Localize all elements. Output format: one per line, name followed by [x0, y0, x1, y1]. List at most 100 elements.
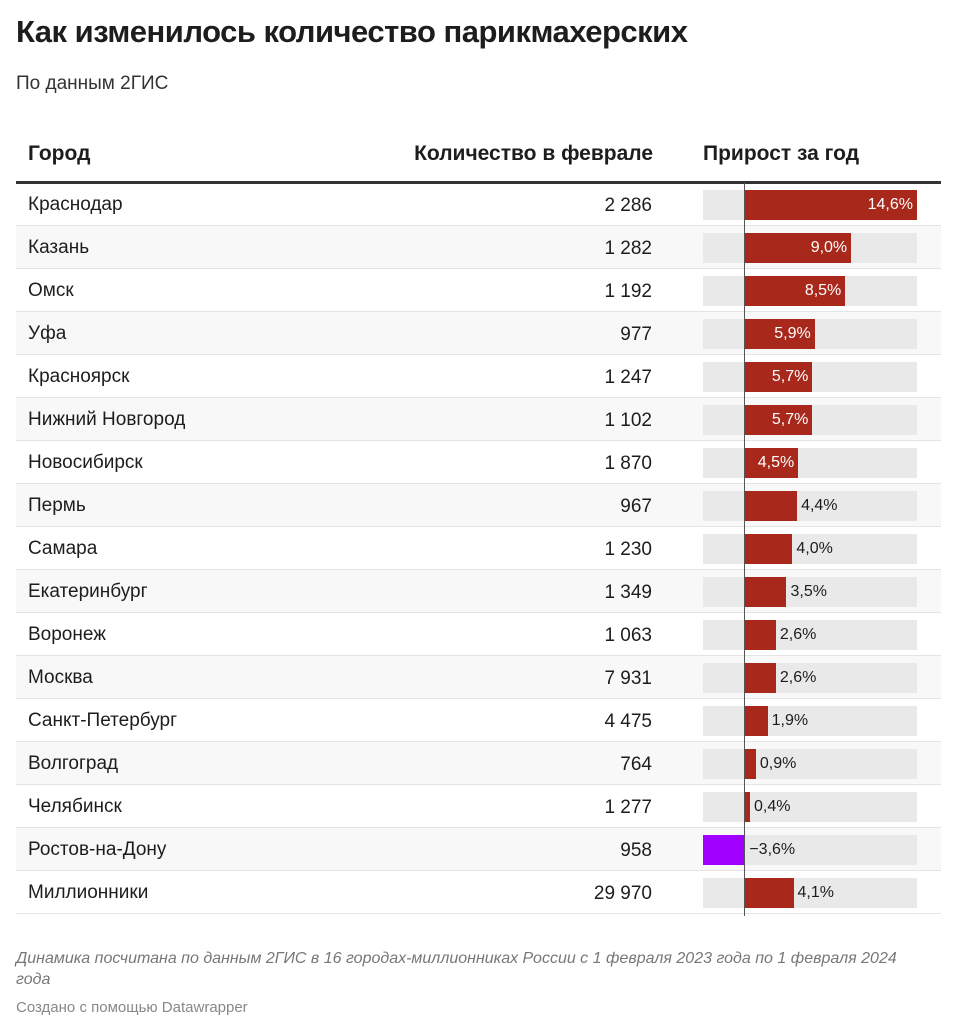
header-count: Количество в феврале — [414, 142, 653, 165]
table-row: Воронеж 1 063 2,6% — [16, 613, 941, 656]
table-row: Уфа 977 5,9% — [16, 312, 941, 355]
growth-label: 14,6% — [867, 196, 913, 213]
table-row: Казань 1 282 9,0% — [16, 226, 941, 269]
growth-bar — [745, 276, 846, 306]
count-value: 1 277 — [604, 797, 652, 818]
growth-label: 4,5% — [757, 454, 795, 471]
count-value: 967 — [620, 496, 652, 517]
growth-label: 5,7% — [771, 368, 809, 385]
count-value: 29 970 — [593, 883, 652, 904]
city-name: Омск — [28, 280, 74, 301]
header-growth: Прирост за год — [703, 142, 860, 165]
growth-label: 0,9% — [759, 755, 797, 772]
count-value: 958 — [620, 840, 652, 861]
table-row: Самара 1 230 4,0% — [16, 527, 941, 570]
bar-background — [703, 749, 917, 779]
count-value: 977 — [620, 324, 652, 345]
city-name: Санкт-Петербург — [28, 710, 178, 731]
count-value: 1 230 — [604, 539, 652, 560]
table-row: Екатеринбург 1 349 3,5% — [16, 570, 941, 613]
zero-axis-line — [744, 183, 745, 916]
growth-label: −3,6% — [749, 841, 796, 858]
growth-label: 8,5% — [804, 282, 842, 299]
chart-subtitle: По данным 2ГИС — [16, 73, 169, 94]
bar-background — [703, 620, 917, 650]
city-name: Новосибирск — [28, 452, 143, 473]
bar-background — [703, 878, 917, 908]
footnote: Динамика посчитана по данным 2ГИС в 16 г… — [16, 950, 897, 988]
bar-background — [703, 792, 917, 822]
count-value: 1 247 — [604, 367, 652, 388]
growth-label: 5,9% — [774, 325, 811, 342]
city-name: Москва — [28, 667, 93, 688]
growth-bar — [745, 663, 776, 693]
city-name: Нижний Новгород — [28, 409, 186, 430]
city-name: Екатеринбург — [28, 581, 148, 602]
growth-label: 5,7% — [771, 411, 809, 428]
count-value: 7 931 — [604, 668, 652, 689]
city-name: Самара — [28, 538, 98, 559]
header-city: Город — [28, 142, 91, 165]
table-row: Волгоград 764 0,9% — [16, 742, 941, 785]
growth-label: 2,6% — [779, 669, 817, 686]
count-value: 1 282 — [604, 238, 652, 259]
growth-label: 4,4% — [801, 497, 838, 514]
growth-label: 3,5% — [790, 583, 827, 600]
count-value: 4 475 — [604, 711, 652, 732]
count-value: 1 063 — [604, 625, 652, 646]
growth-label: 0,4% — [754, 798, 791, 815]
growth-label: 1,9% — [771, 712, 809, 729]
growth-bar — [745, 190, 917, 220]
growth-bar — [745, 534, 793, 564]
city-name: Казань — [28, 237, 90, 258]
growth-bar — [745, 491, 798, 521]
table-row: Красноярск 1 247 5,7% — [16, 355, 941, 398]
city-name: Красноярск — [28, 366, 130, 387]
growth-bar — [745, 792, 751, 822]
growth-bar — [745, 362, 813, 392]
city-name: Ростов-на-Дону — [28, 839, 167, 860]
growth-bar — [745, 233, 852, 263]
count-value: 1 870 — [604, 453, 652, 474]
growth-bar — [745, 706, 768, 736]
table-row: Краснодар 2 286 14,6% — [16, 183, 941, 226]
count-value: 2 286 — [604, 195, 652, 216]
city-name: Воронеж — [28, 624, 106, 645]
count-value: 764 — [620, 754, 652, 775]
city-name: Волгоград — [28, 753, 119, 774]
growth-bar — [745, 319, 815, 349]
count-value: 1 349 — [604, 582, 652, 603]
bar-background — [703, 491, 917, 521]
growth-label: 4,0% — [796, 540, 833, 557]
count-value: 1 192 — [604, 281, 652, 302]
city-name: Уфа — [28, 323, 67, 344]
city-name: Миллионники — [28, 882, 149, 903]
growth-bar — [745, 577, 787, 607]
growth-bar — [745, 749, 756, 779]
city-name: Пермь — [28, 495, 86, 516]
growth-label: 2,6% — [779, 626, 817, 643]
city-name: Челябинск — [28, 796, 122, 817]
table-row: Миллионники 29 970 4,1% — [16, 871, 941, 914]
growth-bar — [745, 448, 799, 478]
credit[interactable]: Создано с помощью Datawrapper — [16, 999, 248, 1016]
bar-background — [703, 577, 917, 607]
table-row: Новосибирск 1 870 4,5% — [16, 441, 941, 484]
growth-bar — [745, 620, 776, 650]
bar-background — [703, 663, 917, 693]
table-row: Омск 1 192 8,5% — [16, 269, 941, 312]
count-value: 1 102 — [604, 410, 652, 431]
growth-bar — [745, 878, 794, 908]
table-row: Челябинск 1 277 0,4% — [16, 785, 941, 828]
table-header: Город Количество в феврале Прирост за го… — [16, 140, 941, 184]
growth-bar — [745, 405, 813, 435]
chart-title: Как изменилось количество парикмахерских — [16, 14, 688, 49]
table-row: Нижний Новгород 1 102 5,7% — [16, 398, 941, 441]
table-row: Москва 7 931 2,6% — [16, 656, 941, 699]
table-body: Краснодар 2 286 14,6% Казань 1 282 9,0% Ом… — [16, 183, 941, 914]
growth-label: 9,0% — [810, 239, 848, 256]
table-row: Пермь 967 4,4% — [16, 484, 941, 527]
table-row: Санкт-Петербург 4 475 1,9% — [16, 699, 941, 742]
bar-background — [703, 706, 917, 736]
city-name: Краснодар — [28, 194, 123, 215]
